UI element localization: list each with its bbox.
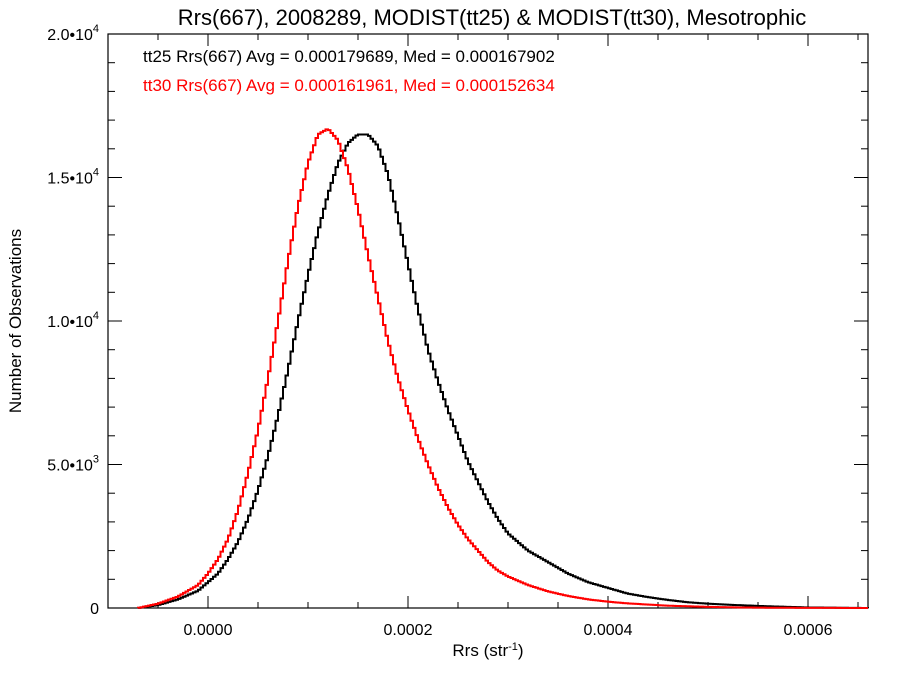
chart-title: Rrs(667), 2008289, MODIST(tt25) & MODIST… (178, 5, 806, 30)
x-axis-label-superscript: -1 (508, 641, 518, 653)
y-tick-label-1: 5.0•103 (47, 454, 99, 475)
y-tick-label-0: 0 (90, 601, 99, 618)
x-axis-label-suffix: ) (518, 641, 524, 660)
y-tick-label-3: 1.5•104 (47, 167, 99, 188)
x-tick-label-1: 0.0002 (384, 622, 433, 639)
series-tt30-line (137, 128, 868, 609)
x-axis: 0.0000 0.0002 0.0004 0.0006 (107, 34, 859, 639)
x-tick-label-0: 0.0000 (184, 622, 233, 639)
annotation-tt30: tt30 Rrs(667) Avg = 0.000161961, Med = 0… (143, 76, 555, 95)
x-tick-label-2: 0.0004 (584, 622, 633, 639)
x-tick-label-3: 0.0006 (784, 622, 833, 639)
y-tick-label-4: 2.0•104 (47, 23, 99, 44)
y-axis-label: Number of Observations (6, 229, 25, 413)
series-tt25-line (137, 133, 869, 609)
series-layer (137, 128, 869, 609)
y-axis: 0 5.0•103 1.0•104 1.5•104 2.0•104 (47, 23, 868, 618)
annotations: tt25 Rrs(667) Avg = 0.000179689, Med = 0… (143, 47, 555, 95)
x-axis-label: Rrs (str-1) (452, 641, 523, 660)
y-tick-label-2: 1.0•104 (47, 310, 99, 331)
x-axis-label-main: Rrs (str (452, 641, 508, 660)
annotation-tt25: tt25 Rrs(667) Avg = 0.000179689, Med = 0… (143, 47, 555, 66)
plot-frame (107, 33, 869, 609)
